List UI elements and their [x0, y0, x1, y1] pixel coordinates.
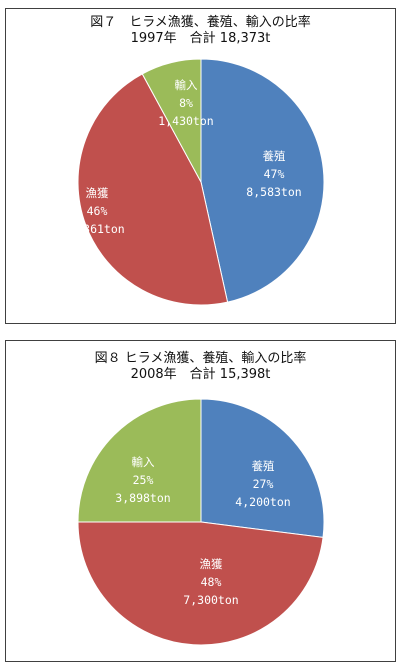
pie-chart-2008: 養殖 27% 4,200ton 漁獲 48% 7,300ton 輸入 25% 3,898ton [77, 398, 325, 646]
pie-slice-import [141, 58, 202, 183]
chart-panel-1997: 図７ ヒラメ漁獲、養殖、輸入の比率 1997年 合計 18,373t 養殖 47%… [5, 8, 396, 324]
slice-label-aquaculture-percent: 27% [253, 477, 274, 491]
slice-label-aquaculture-percent: 47% [264, 167, 285, 181]
slice-label-import-percent: 25% [133, 473, 154, 487]
chart-title: 図８ ヒラメ漁獲、養殖、輸入の比率 [94, 351, 307, 366]
chart-subtitle: 1997年 合計 18,373t [130, 31, 271, 46]
slice-label-import-name: 輸入 [132, 455, 155, 469]
slice-label-aquaculture-amount: 4,200ton [235, 495, 290, 509]
slice-label-import-percent: 8% [179, 96, 193, 110]
slice-label-aquaculture-name: 養殖 [252, 459, 275, 473]
slice-label-aquaculture-amount: 8,583ton [246, 185, 301, 199]
slice-label-catch-percent: 46% [87, 204, 108, 218]
slice-label-import-name: 輸入 [175, 78, 198, 92]
chart-subtitle: 2008年 合計 15,398t [130, 367, 271, 382]
slice-label-catch-name: 漁獲 [86, 186, 109, 200]
pie-slice-import [77, 398, 202, 523]
chart-title-block: 図７ ヒラメ漁獲、養殖、輸入の比率 1997年 合計 18,373t [6, 15, 395, 47]
slice-label-catch-percent: 48% [201, 575, 222, 589]
slice-label-catch-amount: 7,300ton [183, 593, 238, 607]
pie-chart-1997: 養殖 47% 8,583ton 漁獲 46% 8,361ton 輸入 8% 1,430ton [69, 58, 325, 306]
pie-slice-aquaculture [200, 398, 325, 538]
pie-slice-catch [77, 521, 324, 646]
slice-label-import-amount: 1,430ton [158, 114, 213, 128]
pie-slice-aquaculture [200, 58, 325, 303]
slice-label-catch-name: 漁獲 [200, 557, 223, 571]
slice-label-aquaculture-name: 養殖 [263, 149, 286, 163]
chart-title: 図７ ヒラメ漁獲、養殖、輸入の比率 [90, 15, 311, 30]
chart-panel-2008: 図８ ヒラメ漁獲、養殖、輸入の比率 2008年 合計 15,398t 養殖 27%… [5, 340, 396, 662]
chart-title-block: 図８ ヒラメ漁獲、養殖、輸入の比率 2008年 合計 15,398t [6, 351, 395, 383]
slice-label-catch-amount: 8,361ton [69, 222, 124, 236]
slice-label-import-amount: 3,898ton [115, 491, 170, 505]
pie-slice-catch [77, 73, 229, 306]
